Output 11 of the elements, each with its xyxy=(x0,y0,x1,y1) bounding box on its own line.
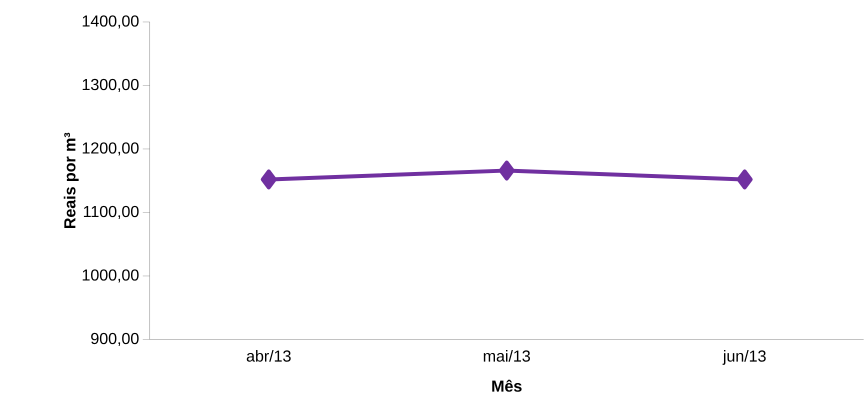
y-tick-label: 1400,00 xyxy=(82,15,139,28)
x-tick-label: mai/13 xyxy=(484,350,530,362)
y-tick-label: 1300,00 xyxy=(82,78,139,92)
y-tick-label: 1200,00 xyxy=(82,142,139,156)
y-tick-label: 1000,00 xyxy=(82,269,139,282)
x-tick-label: jun/13 xyxy=(722,350,766,365)
x-tick-label: abr/13 xyxy=(246,350,291,362)
x-axis-title: Mês xyxy=(492,380,522,392)
y-axis-title: Reais por m³ xyxy=(64,132,79,228)
y-tick-label: 1100,00 xyxy=(84,206,139,219)
y-tick-label: 900,00 xyxy=(91,332,139,346)
